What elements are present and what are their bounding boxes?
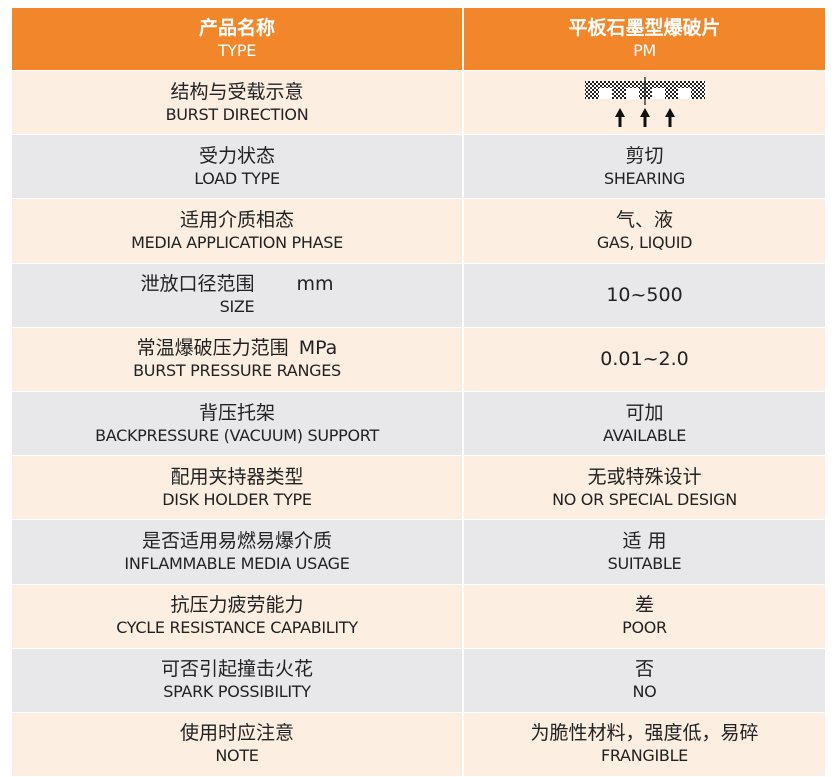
label-zh: 背压托架: [198, 401, 275, 424]
burst-direction-diagram-icon: [584, 76, 705, 127]
header-product-en: PM: [633, 41, 656, 60]
value-en: NO OR SPECIAL DESIGN: [552, 489, 737, 509]
row-label: 抗压力疲劳能力 CYCLE RESISTANCE CAPABILITY: [12, 584, 464, 648]
label-zh: 是否适用易燃易爆介质: [141, 529, 332, 552]
row-label: 结构与受载示意 BURST DIRECTION: [12, 71, 464, 135]
table-row: 常温爆破压力范围 MPa BURST PRESSURE RANGES 0.01~2…: [12, 327, 825, 392]
table-row: 抗压力疲劳能力 CYCLE RESISTANCE CAPABILITY 差 PO…: [12, 584, 825, 649]
header-type-en: TYPE: [217, 41, 257, 60]
label-en: BACKPRESSURE (VACUUM) SUPPORT: [95, 425, 379, 445]
value-zh: 气、液: [615, 208, 673, 231]
label-en: DISK HOLDER TYPE: [162, 489, 312, 509]
table-row: 泄放口径范围 mm SIZE 10~500: [12, 263, 825, 328]
header-cell-type: 产品名称 TYPE: [12, 8, 464, 70]
label-en: BURST PRESSURE RANGES: [133, 361, 341, 381]
table-row: 背压托架 BACKPRESSURE (VACUUM) SUPPORT 可加 AV…: [12, 391, 825, 457]
label-zh: 受力状态: [198, 144, 275, 167]
row-label: 可否引起撞击火花 SPARK POSSIBILITY: [12, 648, 464, 712]
label-en: BURST DIRECTION: [165, 104, 309, 124]
label-en: MEDIA APPLICATION PHASE: [131, 232, 343, 252]
label-zh: 泄放口径范围: [140, 273, 255, 296]
label-en: NOTE: [215, 746, 259, 766]
table-row: 配用夹持器类型 DISK HOLDER TYPE 无或特殊设计 NO OR SP…: [12, 456, 825, 521]
value-zh: 适 用: [622, 529, 667, 552]
label-zh: 使用时应注意: [179, 722, 294, 745]
spec-table: 产品名称 TYPE 平板石墨型爆破片 PM 结构与受载示意 BURST DIRE…: [12, 8, 825, 777]
row-value: 0.01~2.0: [464, 328, 825, 391]
value-en: AVAILABLE: [602, 425, 687, 445]
table-row: 适用介质相态 MEDIA APPLICATION PHASE 气、液 GAS, …: [12, 199, 825, 264]
row-value: 可加 AVAILABLE: [464, 392, 825, 455]
value-zh: 否: [634, 658, 654, 681]
label-zh: 配用夹持器类型: [170, 465, 304, 488]
label-en: CYCLE RESISTANCE CAPABILITY: [116, 618, 358, 638]
label-zh: 常温爆破压力范围: [136, 337, 289, 360]
row-value: 差 POOR: [464, 585, 825, 648]
value: 10~500: [606, 284, 683, 307]
header-product-zh: 平板石墨型爆破片: [568, 17, 721, 39]
unit: mm: [296, 273, 334, 296]
label-zh: 适用介质相态: [179, 208, 294, 231]
table-row: 使用时应注意 NOTE 为脆性材料，强度低，易碎 FRANGIBLE: [12, 712, 825, 777]
table-row: 受力状态 LOAD TYPE 剪切 SHEARING: [12, 135, 825, 200]
row-label: 使用时应注意 NOTE: [12, 712, 464, 777]
row-value: 气、液 GAS, LIQUID: [464, 199, 825, 262]
value-en: FRANGIBLE: [600, 746, 688, 766]
table-row: 是否适用易燃易爆介质 INFLAMMABLE MEDIA USAGE 适 用 S…: [12, 520, 825, 585]
row-value: 10~500: [464, 264, 825, 327]
row-label: 配用夹持器类型 DISK HOLDER TYPE: [12, 456, 464, 520]
label-zh: 可否引起撞击火花: [160, 658, 313, 681]
value-zh: 为脆性材料，强度低，易碎: [530, 722, 759, 745]
row-label: 受力状态 LOAD TYPE: [12, 135, 464, 199]
label-en: SPARK POSSIBILITY: [163, 682, 311, 702]
value-en: SUITABLE: [607, 553, 682, 573]
row-label: 背压托架 BACKPRESSURE (VACUUM) SUPPORT: [12, 391, 464, 456]
label-en: LOAD TYPE: [194, 168, 280, 188]
row-value: [464, 71, 825, 134]
row-label: 是否适用易燃易爆介质 INFLAMMABLE MEDIA USAGE: [12, 520, 464, 584]
value-en: SHEARING: [603, 168, 686, 188]
value: 0.01~2.0: [600, 348, 689, 371]
value-zh: 可加: [625, 401, 664, 424]
label-zh: 抗压力疲劳能力: [170, 594, 304, 617]
value-en: POOR: [622, 618, 667, 638]
table-row: 可否引起撞击火花 SPARK POSSIBILITY 否 NO: [12, 648, 825, 713]
header-cell-product: 平板石墨型爆破片 PM: [464, 8, 825, 70]
unit: MPa: [298, 337, 338, 360]
label-en: INFLAMMABLE MEDIA USAGE: [124, 553, 350, 573]
row-label: 泄放口径范围 mm SIZE: [12, 263, 464, 327]
table-header: 产品名称 TYPE 平板石墨型爆破片 PM: [12, 8, 825, 71]
row-value: 否 NO: [464, 649, 825, 712]
row-value: 适 用 SUITABLE: [464, 520, 825, 583]
row-value: 剪切 SHEARING: [464, 135, 825, 198]
value-en: GAS, LIQUID: [596, 232, 693, 252]
row-label: 常温爆破压力范围 MPa BURST PRESSURE RANGES: [12, 327, 464, 391]
value-en: NO: [632, 682, 657, 702]
table-row: 结构与受载示意 BURST DIRECTION: [12, 71, 825, 136]
value-zh: 无或特殊设计: [587, 465, 702, 488]
row-value: 为脆性材料，强度低，易碎 FRANGIBLE: [464, 713, 825, 776]
label-en: SIZE: [219, 297, 255, 317]
value-zh: 剪切: [625, 144, 664, 167]
header-type-zh: 产品名称: [198, 17, 275, 39]
value-zh: 差: [634, 594, 654, 617]
label-zh: 结构与受载示意: [170, 80, 304, 103]
row-label: 适用介质相态 MEDIA APPLICATION PHASE: [12, 199, 464, 263]
row-value: 无或特殊设计 NO OR SPECIAL DESIGN: [464, 456, 825, 519]
